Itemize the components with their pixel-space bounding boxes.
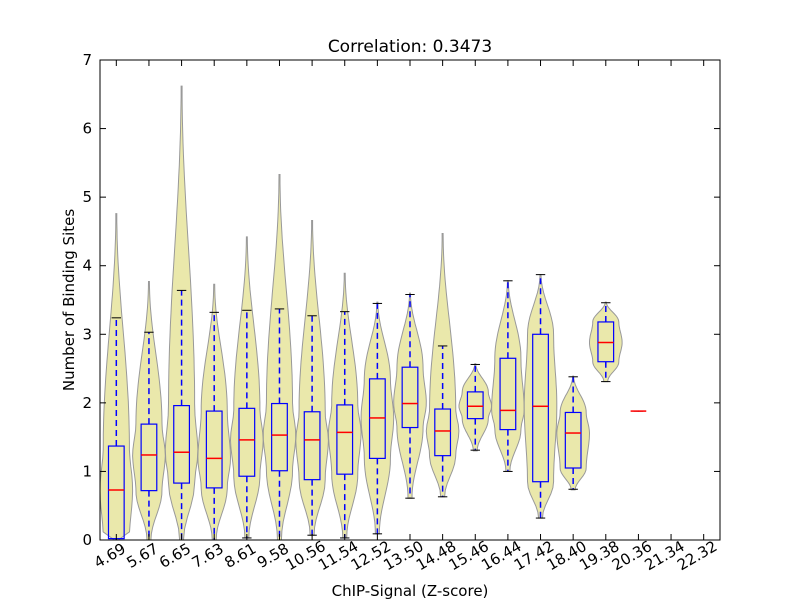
box [140, 423, 158, 492]
violin [393, 292, 427, 499]
box [303, 411, 321, 481]
x-axis-label: ChIP-Signal (Z-score) [332, 582, 489, 600]
y-tick-label: 6 [82, 120, 92, 138]
box [466, 391, 484, 420]
chart-title: Correlation: 0.3473 [328, 37, 492, 57]
box [205, 410, 223, 489]
y-axis-label: Number of Binding Sites [60, 209, 78, 391]
y-tick-label: 0 [82, 531, 92, 549]
box [434, 408, 452, 457]
box [564, 411, 582, 469]
box [336, 404, 354, 475]
y-tick-label: 2 [82, 394, 92, 412]
y-tick-label: 1 [82, 462, 92, 480]
violin [458, 363, 492, 452]
box [499, 357, 517, 431]
y-tick-label: 5 [82, 188, 92, 206]
y-tick-label: 4 [82, 257, 92, 275]
box [532, 333, 549, 483]
y-tick-label: 3 [82, 325, 92, 343]
box [173, 405, 191, 484]
box [271, 402, 288, 472]
y-tick-label: 7 [82, 51, 92, 69]
plot-area [99, 85, 647, 541]
box [238, 407, 256, 477]
box [401, 366, 419, 429]
